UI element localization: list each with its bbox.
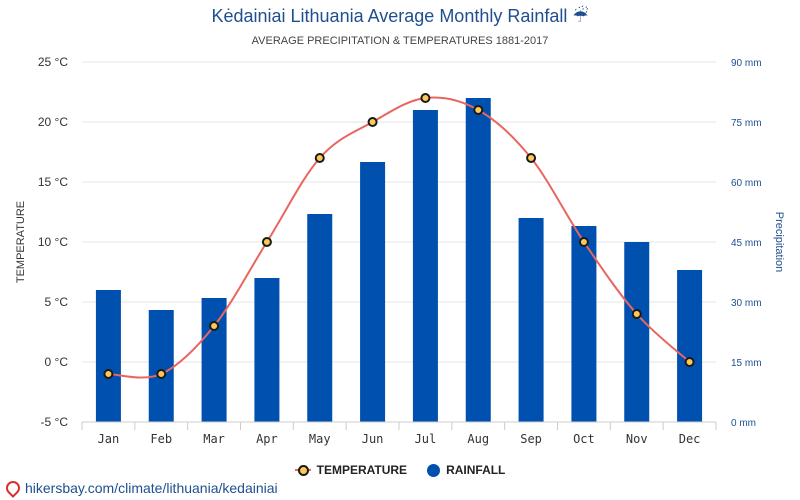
rainfall-bar	[360, 162, 386, 422]
x-axis: Jan Feb Mar Apr May Jun Jul Aug Sep Oct Nov Dec	[81, 421, 717, 446]
temperature-line-group	[108, 96, 691, 379]
rainfall-legend-marker-icon	[427, 463, 441, 477]
y-right-tick-label: 60 mm	[731, 178, 762, 189]
temperature-point	[473, 105, 484, 115]
y-left-tick-label: 10 °C	[38, 235, 68, 249]
rainfall-bar	[254, 278, 280, 422]
temperature-point	[578, 237, 589, 247]
temperature-legend-marker-icon	[294, 464, 311, 476]
x-tick-label: Aug	[467, 432, 489, 446]
umbrella-icon: ☔	[572, 6, 589, 26]
x-tick-label: Sep	[520, 432, 542, 446]
x-tick-label: Oct	[573, 432, 595, 446]
y-axis-left: -5 °C 0 °C 5 °C 10 °C 15 °C 20 °C 25 °C	[38, 55, 68, 429]
legend-item-temperature[interactable]: TEMPERATURE	[294, 463, 408, 477]
x-tick-label: Feb	[150, 432, 172, 446]
temperature-point	[526, 153, 537, 163]
x-tick-label: Dec	[679, 432, 701, 446]
rainfall-bar	[412, 110, 438, 422]
temperature-point	[420, 93, 431, 103]
source-link-text: hikersbay.com/climate/lithuania/kedainia…	[25, 480, 278, 496]
y-right-tick-label: 90 mm	[731, 58, 762, 69]
x-tick-label: Jun	[362, 432, 384, 446]
temperature-point	[103, 369, 114, 379]
chart-subtitle: AVERAGE PRECIPITATION & TEMPERATURES 188…	[251, 35, 549, 47]
rainfall-bar	[95, 290, 121, 422]
x-tick-label: Jul	[415, 432, 437, 446]
legend-label-rainfall: RAINFALL	[446, 463, 506, 477]
rainfall-bar	[465, 98, 491, 422]
y-right-tick-label: 30 mm	[731, 298, 762, 309]
temperature-point	[156, 369, 167, 379]
y-right-tick-label: 45 mm	[731, 238, 762, 249]
rainfall-bar	[677, 270, 703, 422]
chart-title: Kėdainiai Lithuania Average Monthly Rain…	[0, 6, 800, 27]
chart-title-text: Kėdainiai Lithuania Average Monthly Rain…	[211, 6, 568, 26]
y-left-tick-label: 0 °C	[45, 355, 69, 369]
temperature-point	[367, 117, 378, 127]
chart-legend: TEMPERATURE RAINFALL	[0, 463, 800, 477]
legend-item-rainfall[interactable]: RAINFALL	[427, 463, 505, 477]
temperature-point	[209, 321, 220, 331]
temperature-line	[108, 96, 691, 379]
rainfall-bar	[307, 214, 333, 422]
y-left-tick-label: 5 °C	[45, 295, 69, 309]
rainfall-bar	[518, 218, 544, 422]
temperature-point	[631, 309, 642, 319]
temperature-points	[103, 93, 695, 379]
x-tick-label: Jan	[98, 432, 120, 446]
x-tick-label: Mar	[203, 432, 225, 446]
y-axis-left-title: TEMPERATURE	[15, 201, 27, 283]
source-link[interactable]: hikersbay.com/climate/lithuania/kedainia…	[3, 478, 278, 498]
y-right-tick-label: 15 mm	[731, 358, 762, 369]
y-right-tick-label: 75 mm	[731, 118, 762, 129]
y-right-tick-label: 0 mm	[731, 418, 756, 429]
rainfall-bars	[95, 98, 703, 422]
y-left-tick-label: -5 °C	[41, 415, 69, 429]
location-pin-icon	[3, 478, 23, 498]
temperature-point	[261, 237, 272, 247]
y-left-tick-label: 25 °C	[38, 55, 68, 69]
y-left-tick-label: 20 °C	[38, 115, 68, 129]
temperature-point	[684, 357, 695, 367]
y-axis-right: 0 mm 15 mm 30 mm 45 mm 60 mm 75 mm 90 mm	[731, 58, 762, 429]
gridlines	[82, 61, 716, 423]
legend-label-temperature: TEMPERATURE	[316, 463, 408, 477]
y-axis-right-title: Precipitation	[773, 212, 785, 273]
x-tick-label: Nov	[626, 432, 648, 446]
rainfall-bar	[571, 226, 597, 422]
rainfall-bar	[201, 298, 227, 422]
temperature-point	[314, 153, 325, 163]
x-tick-label: Apr	[256, 432, 278, 446]
x-tick-label: May	[309, 432, 331, 446]
y-left-tick-label: 15 °C	[38, 175, 68, 189]
rainfall-bar	[148, 310, 174, 422]
rainfall-bar	[624, 242, 650, 422]
